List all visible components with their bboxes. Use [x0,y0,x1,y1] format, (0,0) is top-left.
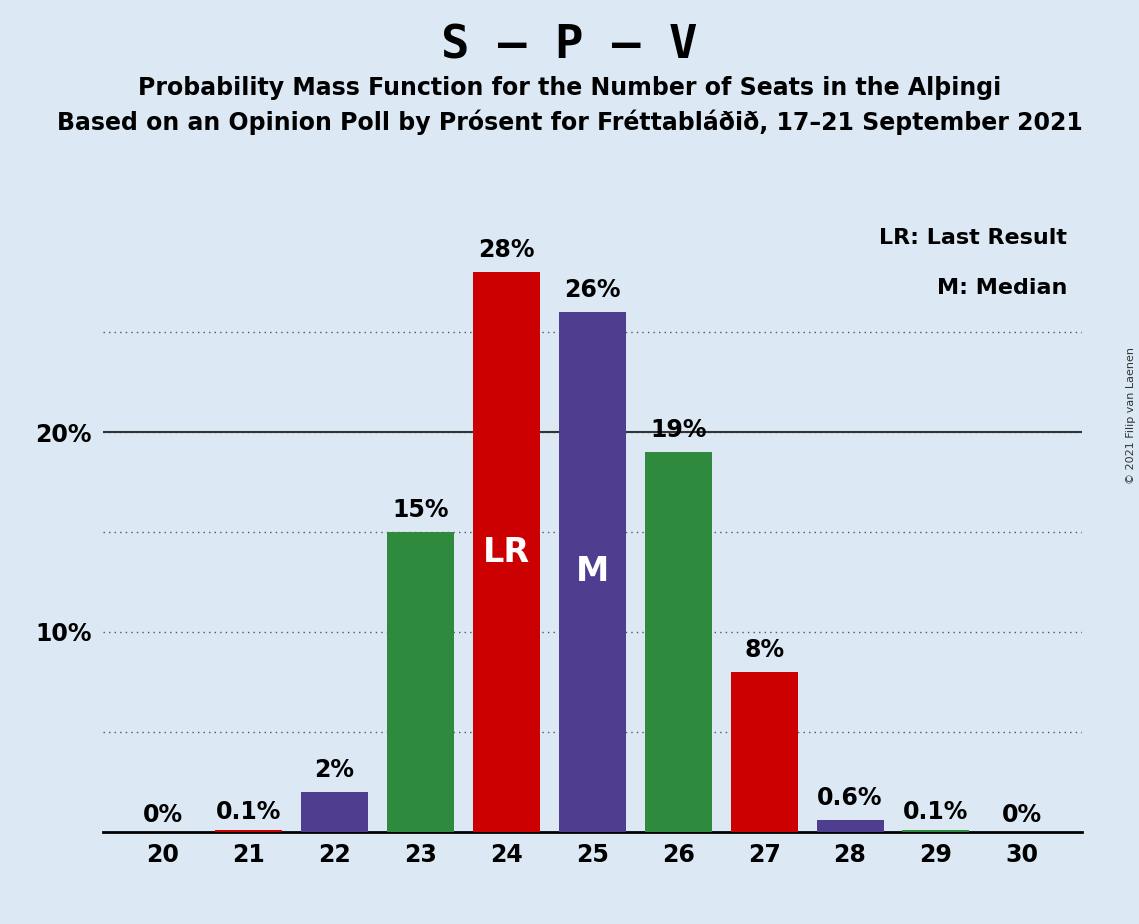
Text: 15%: 15% [392,498,449,522]
Text: 0.6%: 0.6% [818,785,883,809]
Text: 28%: 28% [478,238,534,262]
Bar [215,830,282,832]
Text: 8%: 8% [744,638,784,662]
Bar [301,792,368,832]
Text: S – P – V: S – P – V [441,23,698,68]
Bar [473,273,540,832]
Text: 0%: 0% [142,803,182,827]
Text: M: Median: M: Median [937,277,1067,298]
Text: LR: LR [483,536,530,568]
Text: 0.1%: 0.1% [903,799,968,823]
Text: 0.1%: 0.1% [216,799,281,823]
Text: 2%: 2% [314,758,354,782]
Text: Based on an Opinion Poll by Prósent for Fréttabláðið, 17–21 September 2021: Based on an Opinion Poll by Prósent for … [57,109,1082,135]
Bar [730,672,797,832]
Text: Probability Mass Function for the Number of Seats in the Alþingi: Probability Mass Function for the Number… [138,76,1001,100]
Text: LR: Last Result: LR: Last Result [879,228,1067,248]
Bar [387,532,454,832]
Text: 0%: 0% [1002,803,1042,827]
Bar [817,820,884,832]
Bar [902,830,969,832]
Bar [559,312,625,832]
Text: 19%: 19% [650,419,706,443]
Bar [645,452,712,832]
Text: © 2021 Filip van Laenen: © 2021 Filip van Laenen [1126,347,1136,484]
Text: 26%: 26% [564,278,621,302]
Text: M: M [575,555,609,589]
